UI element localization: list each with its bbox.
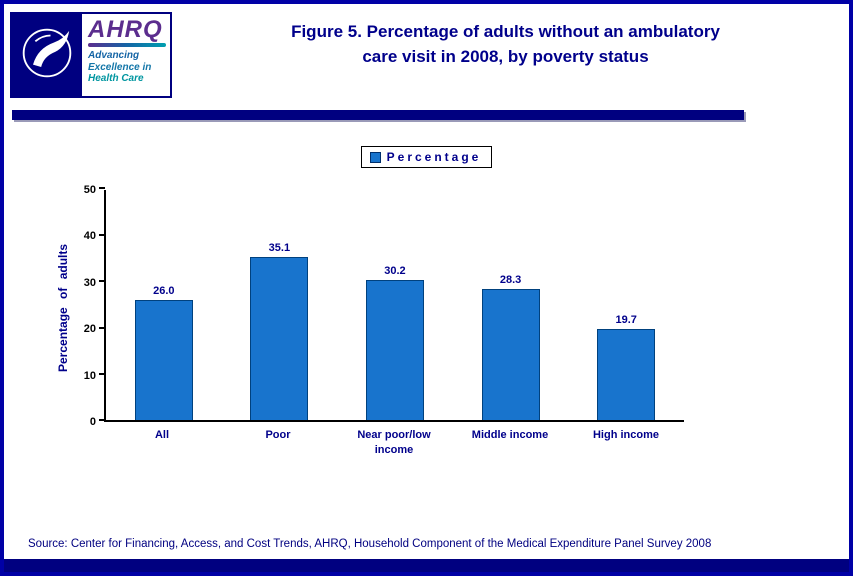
y-tick-label: 40 — [83, 230, 96, 243]
y-tick-mark — [99, 326, 105, 329]
y-tick-label: 30 — [83, 276, 96, 289]
legend-label: Percentage — [386, 150, 482, 164]
x-category-label: High income — [592, 429, 659, 442]
bar-group: 30.2 — [337, 265, 453, 421]
bars-row: 26.0 35.1 30.2 28.3 19.7 — [106, 242, 684, 421]
bar-value-label: 26.0 — [153, 284, 175, 297]
ahrq-tagline-line3: Health Care — [88, 73, 144, 84]
logo-block: AHRQ Advancing Excellence in Health Care — [10, 12, 172, 98]
bar-group: 35.1 — [222, 242, 338, 421]
bar — [481, 289, 540, 421]
bar — [365, 280, 424, 421]
header: AHRQ Advancing Excellence in Health Care… — [4, 4, 849, 106]
ahrq-swoosh-icon — [88, 43, 166, 47]
figure-title: Figure 5. Percentage of adults without a… — [172, 12, 839, 69]
y-axis: 0 10 20 30 40 50 — [70, 184, 104, 428]
y-tick-mark — [99, 233, 105, 236]
chart-legend: Percentage — [360, 146, 493, 168]
hhs-eagle-icon — [19, 20, 75, 91]
legend-swatch-icon — [369, 151, 381, 163]
ahrq-tagline-line2: Excellence in — [88, 61, 152, 73]
figure-title-line1: Figure 5. Percentage of adults without a… — [291, 22, 720, 41]
bar-value-label: 19.7 — [615, 313, 637, 326]
source-text: Source: Center for Financing, Access, an… — [28, 538, 712, 550]
ahrq-tagline-line1: Advancing — [88, 50, 140, 61]
x-category-label: Middle income — [471, 429, 549, 442]
bar-chart: Percentage of adults 0 10 20 30 40 50 26.0 35.… — [56, 184, 849, 458]
figure-title-line2: care visit in 2008, by poverty status — [362, 46, 649, 66]
y-tick-mark — [99, 372, 105, 375]
header-divider — [12, 110, 744, 120]
bar-value-label: 30.2 — [384, 265, 406, 278]
legend-row: Percentage — [4, 146, 849, 168]
y-tick-label: 20 — [83, 323, 96, 336]
bar — [250, 257, 309, 421]
hhs-logo — [12, 14, 82, 96]
y-tick-mark — [99, 280, 105, 283]
y-tick-mark — [99, 187, 105, 190]
ahrq-logo: AHRQ Advancing Excellence in Health Care — [82, 14, 170, 96]
y-tick-label: 50 — [83, 184, 96, 196]
x-category-label: Poor — [265, 429, 291, 442]
y-tick-label: 0 — [89, 416, 96, 428]
ahrq-logo-text: AHRQ — [88, 16, 163, 43]
x-axis-category-labels: All Poor Near poor/low income Middle income… — [104, 428, 684, 458]
y-tick-label: 10 — [83, 369, 96, 382]
x-category-label: All — [154, 429, 170, 442]
bar — [134, 299, 193, 421]
y-axis-label: Percentage of adults — [56, 243, 70, 373]
bar-value-label: 35.1 — [268, 242, 291, 255]
bar-group: 28.3 — [453, 274, 569, 421]
footer-bar — [4, 559, 849, 572]
x-category-label: Near poor/low income — [357, 429, 431, 457]
plot-column: 26.0 35.1 30.2 28.3 19.7 All Poor Near poor/lo… — [99, 187, 684, 458]
bar — [597, 328, 656, 421]
bar-group: 26.0 — [106, 285, 222, 421]
bar-group: 19.7 — [568, 313, 684, 421]
y-tick-mark — [99, 419, 105, 422]
bar-value-label: 28.3 — [499, 274, 522, 287]
plot-area: 26.0 35.1 30.2 28.3 19.7 — [99, 187, 684, 423]
